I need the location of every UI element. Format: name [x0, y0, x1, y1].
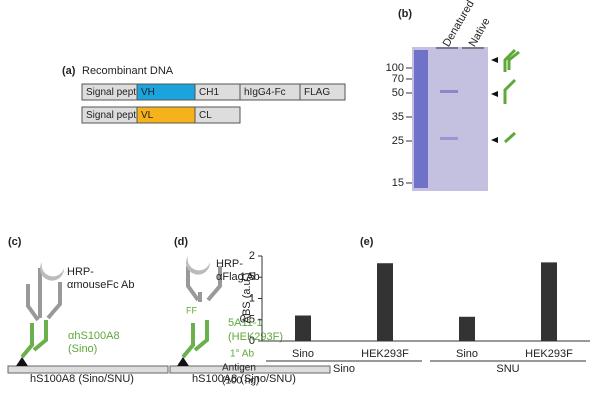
hrp	[40, 262, 65, 281]
y-axis-label: ABS (a.u.)	[241, 273, 253, 324]
secondary-ab	[186, 266, 222, 302]
row-label: 1° Ab	[230, 349, 254, 360]
x-tick-label: HEK293F	[361, 348, 409, 360]
antigen-label: hS100A8 (Sino/SNU)	[30, 373, 134, 385]
x-tick-label: Sino	[292, 348, 314, 360]
antibodies	[20, 268, 62, 359]
panel-title: Recombinant DNA	[82, 65, 174, 77]
domain-box	[194, 106, 241, 124]
bar	[541, 262, 557, 341]
marker-label: 15	[392, 177, 404, 189]
domain-label: CH1	[199, 87, 219, 98]
bar	[295, 315, 311, 341]
x-tick-label: HEK293F	[525, 348, 573, 360]
label: αmouseFc Ab	[67, 279, 135, 291]
heavy-chain-icon	[503, 78, 517, 104]
domain-label: VH	[141, 87, 155, 98]
y-tick-label: 1.5	[240, 271, 255, 283]
bar-chart: 0 0.5 1 1.5 2 Sino HEK293F Sino HEK293F 1° Ab Anti…	[222, 250, 590, 387]
hrp	[186, 256, 211, 275]
panel-label: (b)	[398, 8, 412, 20]
ladder-lane	[414, 50, 428, 188]
panel-label: (a)	[62, 65, 76, 77]
x-tick-label: Sino	[456, 348, 478, 360]
arrowhead	[491, 57, 498, 63]
antibodies	[181, 266, 222, 359]
igg-icon	[503, 48, 520, 72]
primary-ab	[181, 320, 209, 359]
y-tick-label: 0.5	[240, 314, 255, 326]
primary-ab	[20, 320, 48, 359]
arrowhead	[491, 91, 498, 97]
antigen	[16, 357, 28, 366]
domain-label: Signal peptide	[86, 110, 150, 121]
marker-label: 35	[392, 111, 404, 123]
marker-label: 100	[386, 62, 404, 74]
arrowheads	[491, 57, 498, 143]
label: 5A11-1	[228, 317, 263, 329]
group-label: Sino	[333, 363, 355, 375]
antigen-label: hS100A8 (Sino/SNU)	[192, 373, 296, 385]
panel-label: (d)	[174, 236, 188, 248]
row-label: (100 ng)	[222, 376, 259, 387]
label: (Sino)	[68, 343, 97, 355]
label: HRP-	[67, 266, 94, 278]
y-tick-label: 0	[249, 335, 255, 347]
bar	[377, 263, 393, 341]
panel-label: (e)	[360, 236, 374, 248]
surface	[169, 365, 331, 374]
gel-band	[440, 90, 458, 93]
domain-label: VL	[141, 110, 154, 121]
tag-label: FF	[186, 305, 197, 315]
label: HRP-	[216, 258, 243, 270]
antibody-icons	[503, 48, 520, 144]
domain-box	[299, 83, 346, 101]
domain-label: FLAG	[304, 87, 330, 98]
gel-band	[440, 137, 458, 140]
y-tick-label: 2	[249, 250, 255, 262]
marker-label: 25	[392, 135, 404, 147]
label: (HEK293F)	[228, 331, 283, 343]
secondary-ab	[26, 268, 62, 322]
domain-label: hIgG4-Fc	[244, 87, 286, 98]
arrowhead	[491, 137, 498, 143]
panel-label: (c)	[8, 236, 22, 248]
surface	[7, 365, 169, 374]
lane-label: Native	[467, 16, 493, 49]
group-label: SNU	[496, 363, 519, 375]
bar	[459, 316, 475, 341]
marker-label: 50	[392, 87, 404, 99]
row-label: Antigen	[222, 363, 256, 374]
label: αFlag Ab	[216, 271, 260, 283]
label: αhS100A8	[68, 330, 120, 342]
antigen	[177, 357, 189, 366]
y-tick-label: 1	[249, 292, 255, 304]
domain-label: CL	[199, 110, 212, 121]
domain-label: Signal peptide	[86, 87, 150, 98]
light-chain-icon	[503, 131, 517, 144]
marker-label: 70	[392, 73, 404, 85]
